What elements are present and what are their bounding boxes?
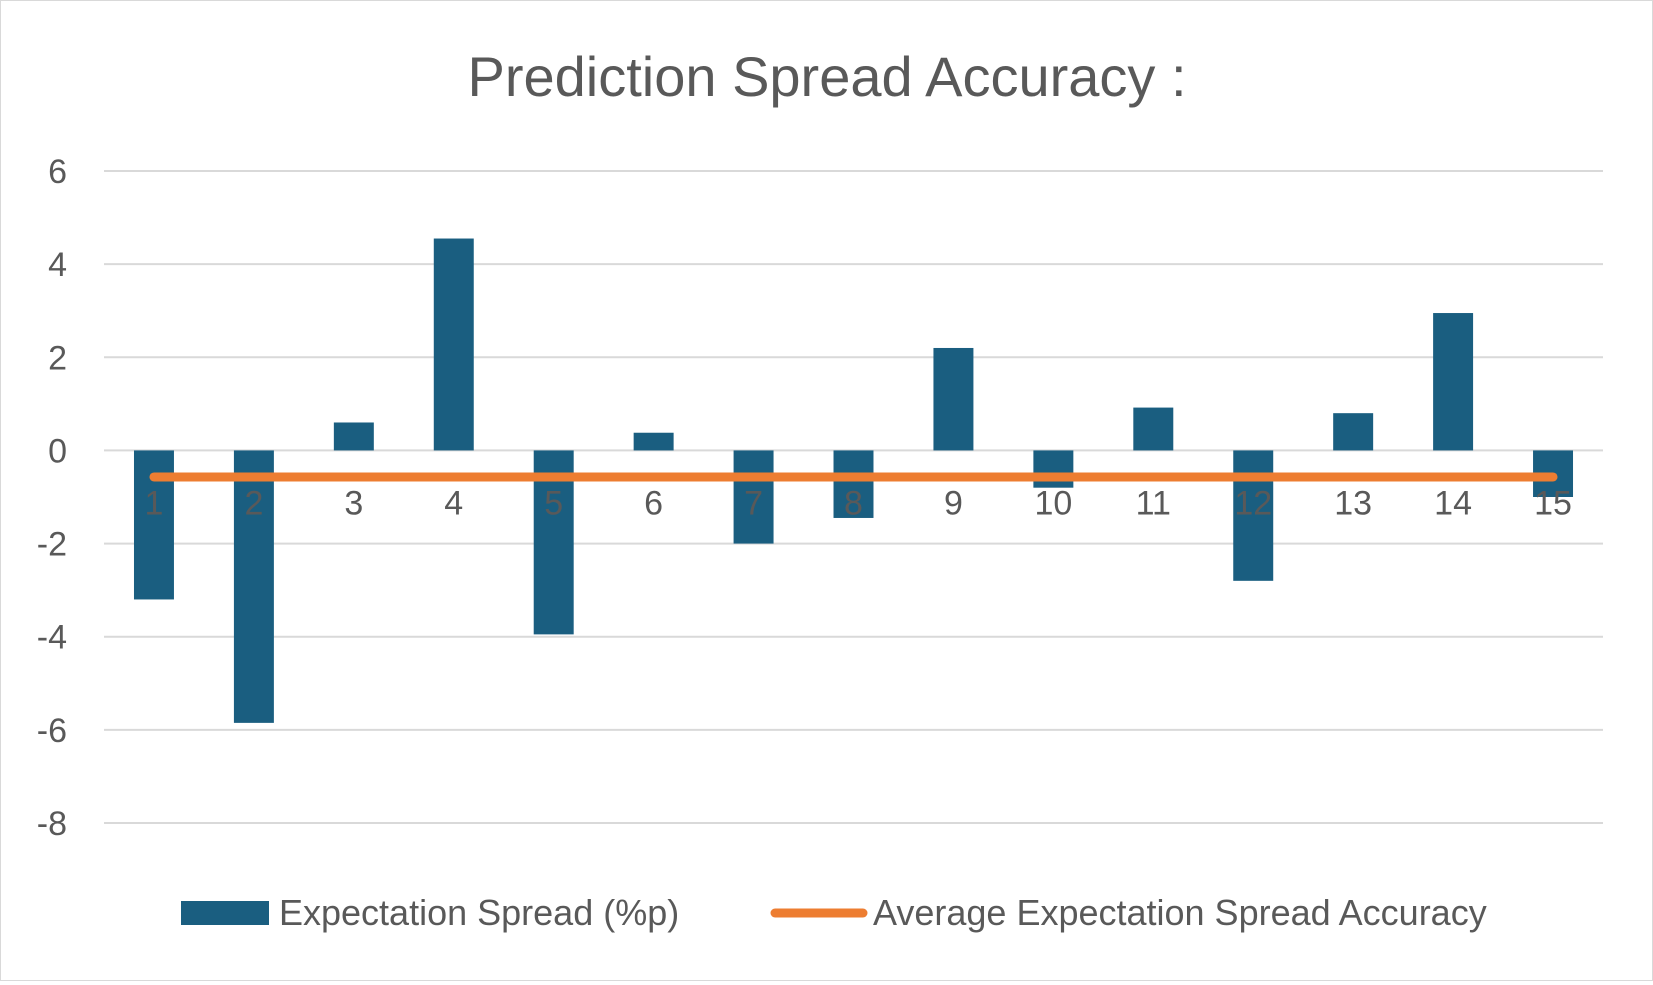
bar [233, 450, 274, 723]
x-tick-label: 10 [1034, 484, 1072, 522]
x-tick-label: 15 [1534, 484, 1572, 522]
bar [833, 450, 874, 518]
y-tick-label: -2 [37, 526, 67, 564]
y-tick-label: 4 [48, 246, 67, 284]
legend-label-average-line: Average Expectation Spread Accuracy [873, 892, 1487, 933]
x-tick-label: 2 [244, 484, 263, 522]
x-tick-label: 5 [544, 484, 563, 522]
y-tick-label: -8 [37, 805, 67, 843]
x-tick-label: 11 [1136, 484, 1171, 522]
bar [1033, 450, 1074, 488]
x-tick-label: 9 [944, 484, 963, 522]
bar [733, 450, 774, 544]
bar [1133, 407, 1174, 451]
legend-label-expectation-spread: Expectation Spread (%p) [279, 892, 679, 933]
x-tick-label: 6 [644, 484, 663, 522]
legend: Expectation Spread (%p) Average Expectat… [181, 892, 1487, 933]
y-tick-label: -6 [37, 712, 67, 750]
x-tick-label: 12 [1234, 484, 1272, 522]
x-tick-label: 8 [844, 484, 863, 522]
bar [633, 432, 674, 451]
x-tick-label: 14 [1434, 484, 1472, 522]
bar [1433, 313, 1474, 451]
bar-series [133, 238, 1574, 723]
bar [933, 347, 974, 451]
y-tick-label: 6 [48, 153, 67, 191]
y-tick-label: -4 [37, 619, 67, 657]
x-tick-label: 1 [145, 484, 164, 522]
y-tick-label: 0 [48, 432, 67, 470]
bar [333, 422, 374, 451]
bar [433, 238, 474, 451]
x-tick-label: 3 [344, 484, 363, 522]
bar [1333, 413, 1374, 451]
x-tick-label: 13 [1334, 484, 1372, 522]
bar [1233, 450, 1274, 581]
legend-swatch-expectation-spread [181, 901, 269, 925]
chart-title: Prediction Spread Accuracy : [467, 45, 1186, 108]
y-tick-label: 2 [48, 339, 67, 377]
x-tick-label: 4 [444, 484, 463, 522]
x-axis-tick-labels: 1 2 3 4 5 6 7 8 9 10 11 12 13 14 15 [145, 484, 1572, 522]
x-tick-label: 7 [744, 484, 763, 522]
y-axis-tick-labels: 6 4 2 0 -2 -4 -6 -8 [37, 153, 67, 843]
